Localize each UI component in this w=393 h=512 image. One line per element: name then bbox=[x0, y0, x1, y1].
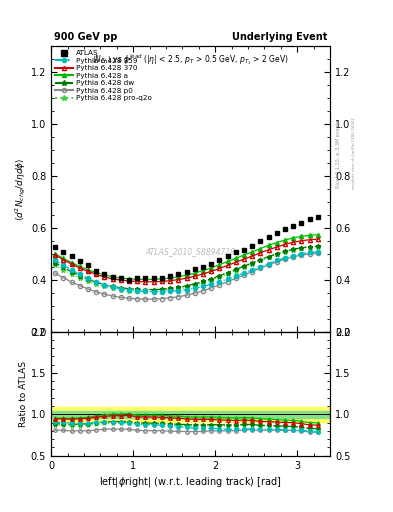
Text: Rivet 3.1.10, ≥ 3.3M events: Rivet 3.1.10, ≥ 3.3M events bbox=[336, 119, 341, 188]
Bar bbox=[51, 411, 330, 418]
Text: Underlying Event: Underlying Event bbox=[232, 32, 327, 42]
Bar bbox=[51, 407, 330, 422]
Text: $\langle N_{ch} \rangle$ vs $\phi^{lead}$ (|$\eta$| < 2.5, $p_T$ > 0.5 GeV, $p_{: $\langle N_{ch} \rangle$ vs $\phi^{lead}… bbox=[92, 52, 289, 67]
X-axis label: left|$\phi$right| (w.r.t. leading track) [rad]: left|$\phi$right| (w.r.t. leading track)… bbox=[99, 475, 282, 489]
Y-axis label: $\langle d^2 N_{chg}/d\eta d\phi \rangle$: $\langle d^2 N_{chg}/d\eta d\phi \rangle… bbox=[14, 157, 28, 221]
Legend: ATLAS, Pythia 6.428 359, Pythia 6.428 370, Pythia 6.428 a, Pythia 6.428 dw, Pyth: ATLAS, Pythia 6.428 359, Pythia 6.428 37… bbox=[53, 48, 154, 103]
Text: ATLAS_2010_S8894728: ATLAS_2010_S8894728 bbox=[145, 247, 236, 256]
Text: 900 GeV pp: 900 GeV pp bbox=[54, 32, 117, 42]
Text: mcplots.cern.ch [arXiv:1306.3436]: mcplots.cern.ch [arXiv:1306.3436] bbox=[352, 118, 356, 189]
Y-axis label: Ratio to ATLAS: Ratio to ATLAS bbox=[19, 360, 28, 426]
